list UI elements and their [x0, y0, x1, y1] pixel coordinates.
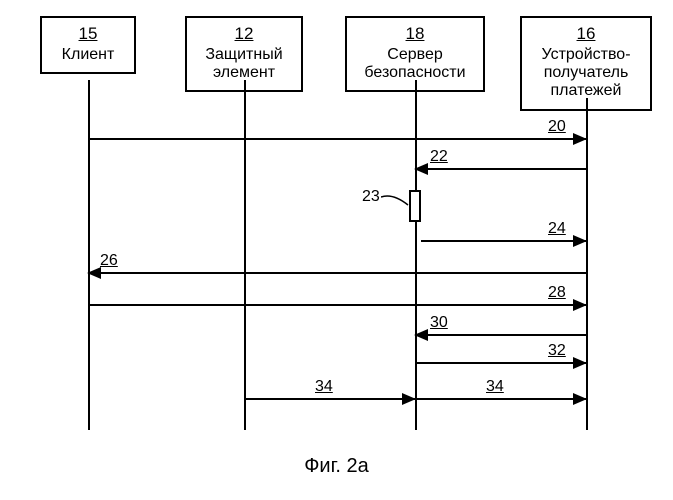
message-30: [415, 334, 586, 336]
message-26-label: 26: [100, 252, 118, 270]
sequence-diagram: 15 Клиент 12 Защитный элемент 18 Сервер …: [0, 0, 673, 500]
message-32: [415, 362, 586, 364]
participant-client: 15 Клиент: [40, 16, 136, 74]
message-24: [421, 240, 586, 242]
message-24-label: 24: [548, 220, 566, 238]
message-32-label: 32: [548, 342, 566, 360]
activation-23-label: 23: [362, 188, 380, 206]
participant-client-num: 15: [46, 24, 130, 44]
lifeline-receiver: [586, 98, 588, 430]
figure-caption: Фиг. 2a: [0, 455, 673, 478]
message-34a: [244, 398, 415, 400]
participant-receiver: 16 Устройство- получатель платежей: [520, 16, 652, 111]
lifeline-secelem: [244, 80, 246, 430]
message-22: [415, 168, 586, 170]
participant-secelem-num: 12: [191, 24, 297, 44]
message-22-label: 22: [430, 148, 448, 166]
message-20-label: 20: [548, 118, 566, 136]
lifeline-server: [415, 80, 417, 430]
activation-23: [409, 190, 421, 222]
participant-client-label: Клиент: [46, 46, 130, 64]
message-20: [88, 138, 586, 140]
participant-receiver-label: Устройство- получатель платежей: [526, 46, 646, 101]
participant-secelem-label: Защитный элемент: [191, 46, 297, 83]
participant-receiver-num: 16: [526, 24, 646, 44]
message-34b: [415, 398, 586, 400]
message-28: [88, 304, 586, 306]
message-28-label: 28: [548, 284, 566, 302]
lifeline-client: [88, 80, 90, 430]
participant-server-label: Сервер безопасности: [351, 46, 479, 83]
message-30-label: 30: [430, 314, 448, 332]
message-34a-label: 34: [315, 378, 333, 396]
message-34b-label: 34: [486, 378, 504, 396]
participant-server-num: 18: [351, 24, 479, 44]
message-26: [88, 272, 586, 274]
activation-23-leader: [381, 193, 409, 207]
